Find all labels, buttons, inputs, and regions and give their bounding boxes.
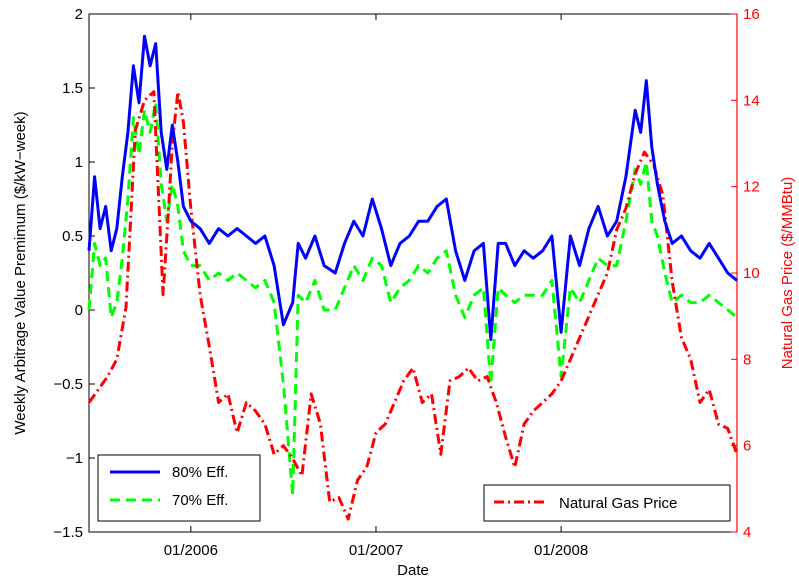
legend-left: 80% Eff. 70% Eff.	[97, 454, 261, 522]
y-left-tick-label-5: 1	[75, 154, 83, 171]
y-left-tick-label-0: −1.5	[53, 524, 83, 541]
y-axis-label-right: Natural Gas Price ($/MMBtu)	[779, 177, 796, 370]
y-right-tick-label-5: 14	[743, 92, 760, 109]
y-right-tick-label-3: 10	[743, 265, 760, 282]
x-tick-label-1: 01/2007	[349, 542, 403, 559]
y-left-tick-label-7: 2	[75, 6, 83, 23]
y-left-tick-label-4: 0.5	[62, 228, 83, 245]
legend-right-box	[483, 484, 731, 522]
legend-label-gas: Natural Gas Price	[559, 495, 677, 512]
legend-label-eff70: 70% Eff.	[172, 492, 228, 509]
y-left-tick-label-3: 0	[75, 302, 83, 319]
y-right-tick-label-6: 16	[743, 6, 760, 23]
y-left-tick-label-2: −0.5	[53, 376, 83, 393]
series-gas-line	[87, 90, 739, 521]
y-left-tick-label-1: −1	[66, 450, 83, 467]
y-right-tick-label-4: 12	[743, 179, 760, 196]
y-right-tick-label-1: 6	[743, 438, 751, 455]
x-axis-label: Date	[397, 562, 429, 579]
x-tick-label-0: 01/2006	[164, 542, 218, 559]
y-right-tick-label-2: 8	[743, 351, 751, 368]
series-eff80-line	[87, 34, 738, 342]
legend-label-eff80: 80% Eff.	[172, 464, 228, 481]
y-left-tick-label-6: 1.5	[62, 80, 83, 97]
legend-left-box	[97, 454, 261, 522]
x-tick-label-2: 01/2008	[534, 542, 588, 559]
y-axis-label-left: Weekly Arbitrage Value Premimum ($/kW−we…	[12, 111, 29, 434]
legend-right: Natural Gas Price	[483, 484, 731, 522]
y-right-tick-label-0: 4	[743, 524, 751, 541]
